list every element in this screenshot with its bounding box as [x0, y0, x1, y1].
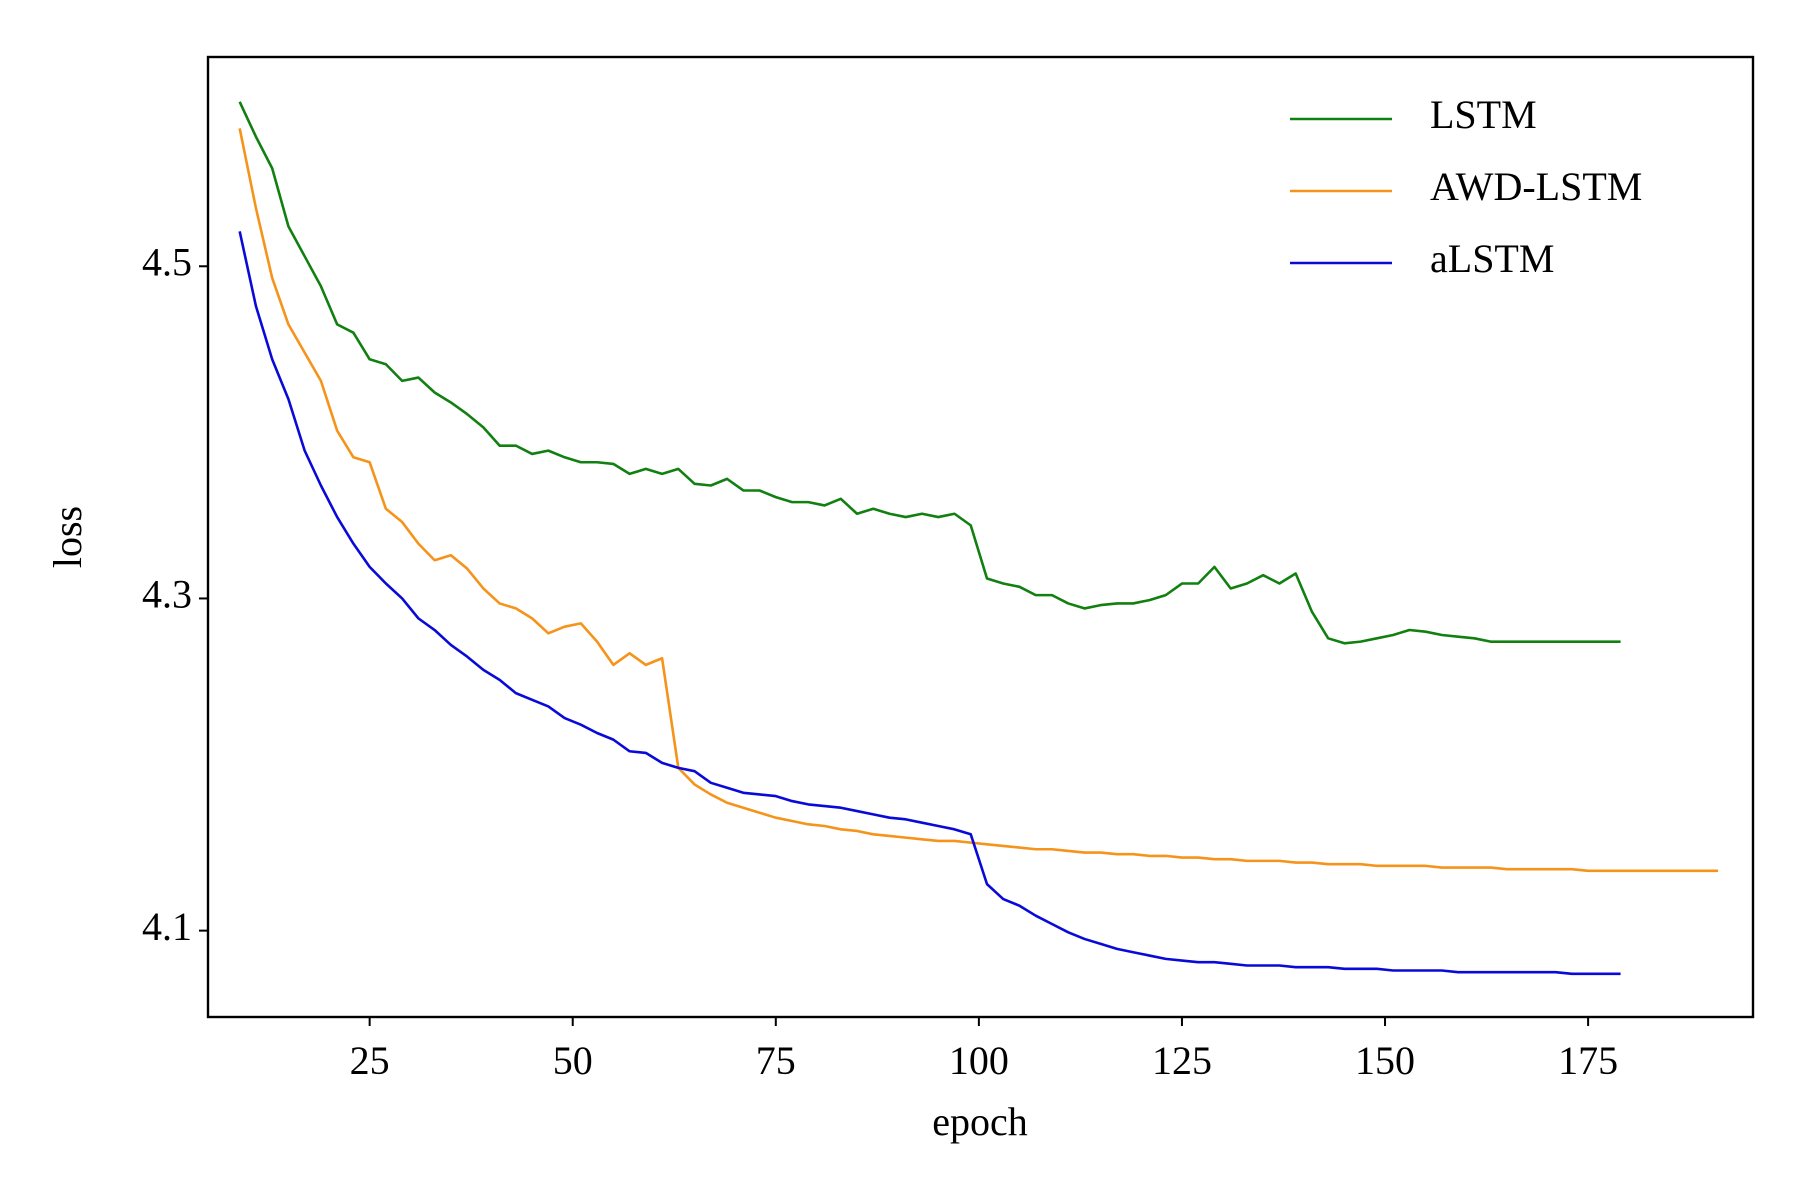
x-tick-label: 100 — [949, 1038, 1009, 1083]
x-axis-label: epoch — [932, 1099, 1028, 1144]
y-tick-label: 4.5 — [142, 239, 192, 284]
x-tick-label: 150 — [1355, 1038, 1415, 1083]
line-series — [238, 128, 1719, 873]
x-tick-label: 125 — [1152, 1038, 1212, 1083]
line-series — [238, 101, 1621, 645]
legend-label: aLSTM — [1430, 236, 1554, 281]
plot-frame — [206, 55, 1755, 1019]
line-series — [238, 231, 1621, 976]
legend-label: LSTM — [1430, 92, 1537, 137]
x-tick-label: 25 — [350, 1038, 390, 1083]
legend-label: AWD-LSTM — [1430, 164, 1642, 209]
y-axis-label: loss — [45, 506, 90, 568]
x-tick-label: 75 — [756, 1038, 796, 1083]
y-tick-label: 4.1 — [142, 904, 192, 949]
x-tick-label: 50 — [553, 1038, 593, 1083]
x-tick-label: 175 — [1558, 1038, 1618, 1083]
y-tick-label: 4.3 — [142, 572, 192, 617]
